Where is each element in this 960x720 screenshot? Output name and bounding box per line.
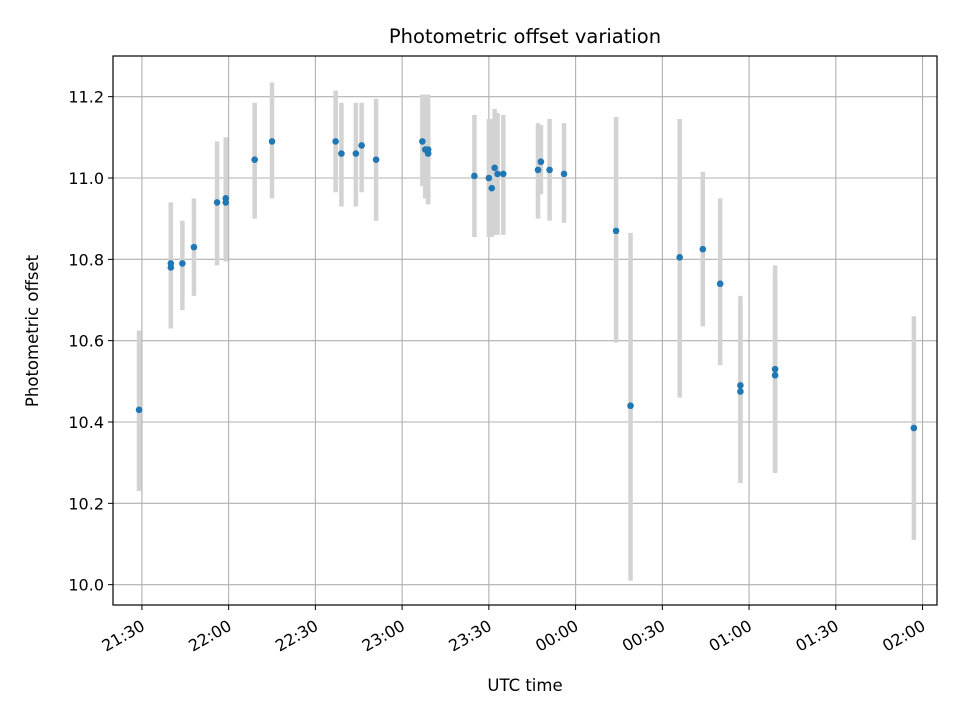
x-tick-label: 01:30: [792, 616, 841, 656]
data-point: [627, 402, 634, 410]
grid: [113, 56, 937, 605]
y-tick-label: 10.0: [68, 576, 104, 595]
data-point: [546, 166, 553, 174]
y-tick-label: 10.4: [68, 413, 104, 432]
data-point: [612, 227, 620, 235]
data-point: [560, 170, 568, 178]
y-tick-label: 10.2: [68, 494, 104, 513]
x-tick-label: 02:00: [879, 616, 928, 656]
data-point: [358, 142, 365, 149]
y-tick-label: 10.6: [68, 332, 104, 351]
data-point: [251, 156, 258, 163]
plot-frame: [112, 55, 938, 606]
data-points: [135, 138, 918, 432]
x-tick-label: 22:30: [272, 616, 321, 656]
data-point: [190, 243, 198, 251]
data-point: [716, 280, 724, 288]
data-point: [135, 406, 143, 414]
data-point: [737, 382, 744, 389]
x-axis: 21:30 22:00 22:30 23:00 23:30 00:00 00:30 01:00…: [98, 605, 929, 656]
x-axis-label: UTC time: [487, 676, 562, 695]
data-point: [424, 150, 432, 157]
x-tick-label: 01:00: [706, 616, 755, 656]
data-point: [268, 138, 276, 145]
data-point: [352, 150, 360, 157]
data-point: [419, 138, 426, 145]
x-tick-label: 00:30: [619, 616, 668, 656]
x-tick-label: 22:00: [185, 616, 234, 656]
data-point: [485, 174, 493, 182]
data-point: [491, 164, 498, 172]
y-tick-label: 10.8: [68, 250, 104, 269]
data-point: [699, 245, 707, 253]
data-point: [338, 150, 345, 157]
x-tick-label: 00:00: [532, 616, 581, 656]
y-tick-label: 11.0: [68, 169, 104, 188]
data-point: [771, 371, 779, 379]
data-point: [179, 260, 186, 267]
data-point: [494, 170, 501, 178]
data-point: [910, 424, 918, 432]
y-axis-label: Photometric offset: [23, 254, 42, 407]
data-point: [222, 195, 230, 202]
data-point: [537, 158, 545, 166]
y-axis: 10.0 10.2 10.4 10.6 10.8 11.0 11.2: [68, 88, 113, 595]
x-tick-label: 23:00: [359, 616, 408, 656]
x-tick-label: 23:30: [445, 616, 494, 656]
y-tick-label: 11.2: [68, 88, 104, 107]
data-point: [676, 253, 683, 261]
data-point: [332, 138, 339, 145]
data-point: [167, 264, 175, 271]
data-point: [500, 170, 507, 178]
data-point: [737, 388, 744, 395]
data-point: [534, 166, 542, 174]
data-point: [771, 365, 779, 373]
data-point: [471, 172, 478, 180]
data-point: [372, 156, 380, 163]
data-point: [488, 184, 496, 192]
data-point: [213, 199, 221, 206]
x-tick-label: 21:30: [98, 616, 147, 656]
chart-title: Photometric offset variation: [389, 25, 661, 48]
